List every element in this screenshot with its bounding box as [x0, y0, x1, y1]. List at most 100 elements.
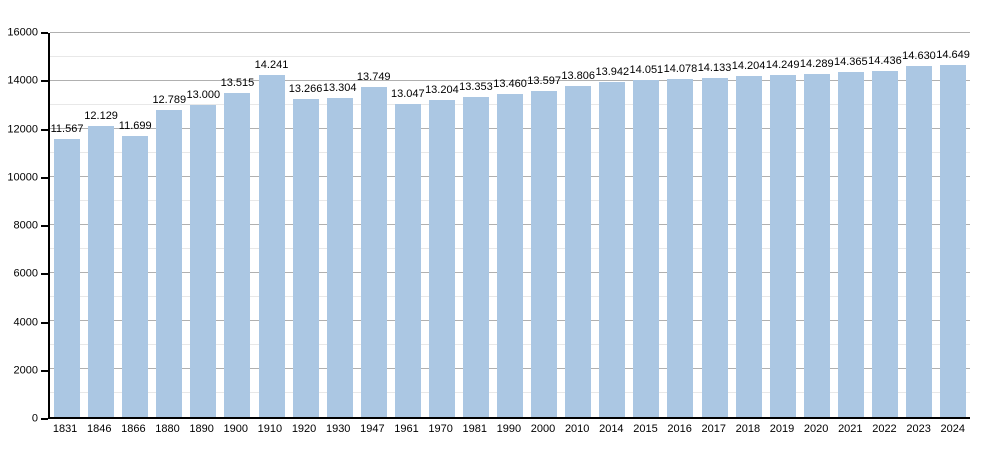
x-tick-label: 2000 — [530, 423, 556, 435]
y-tick-mark — [41, 369, 48, 372]
y-tick-mark — [41, 225, 48, 227]
bar-value-label: 13.749 — [356, 71, 391, 84]
bar-slot: 14.133 — [697, 33, 731, 417]
bar-slot: 14.241 — [254, 33, 288, 417]
bar — [769, 75, 796, 417]
x-tick-label: 1831 — [52, 423, 78, 435]
bar — [633, 79, 660, 417]
bar — [326, 97, 353, 417]
x-tick-label: 1880 — [155, 423, 180, 435]
bar-value-label: 14.204 — [731, 60, 766, 73]
x-tick-label: 1900 — [223, 423, 249, 435]
y-tick-label: 12000 — [7, 123, 38, 135]
y-tick-label: 10000 — [7, 171, 38, 184]
y-tick-label: 0 — [31, 412, 38, 425]
bar-value-label: 14.630 — [902, 49, 936, 62]
x-tick-label: 2022 — [872, 423, 897, 435]
y-tick-label: 16000 — [7, 26, 38, 39]
bar-slot: 14.289 — [800, 33, 834, 417]
bar-slot: 11.699 — [118, 33, 152, 417]
y-tick-mark — [41, 80, 48, 83]
y-tick-label: 2000 — [13, 364, 38, 377]
bar — [735, 76, 762, 417]
bar — [258, 75, 285, 417]
gridline — [50, 32, 970, 33]
bar-value-label: 13.204 — [425, 84, 459, 97]
bar — [428, 100, 455, 417]
bars-row: 11.567 12.129 11.699 12.789 13.000 13.515 14.2… — [50, 33, 970, 417]
x-tick-label: 1920 — [291, 423, 317, 435]
x-tick-label: 2015 — [633, 423, 658, 435]
bar-value-label: 13.460 — [493, 77, 527, 90]
bar-slot: 13.266 — [289, 33, 323, 417]
x-tick-label: 2021 — [838, 423, 863, 435]
gridline — [50, 56, 970, 57]
bar-value-label: 12.789 — [152, 94, 187, 107]
y-tick-label: 8000 — [13, 219, 38, 232]
bar-value-label: 12.129 — [84, 109, 118, 122]
bar-value-label: 14.249 — [765, 59, 800, 72]
bar-value-label: 14.051 — [629, 63, 664, 76]
bar-value-label: 14.649 — [936, 49, 970, 62]
bar-slot: 13.353 — [459, 33, 493, 417]
x-tick-label: 2017 — [701, 423, 726, 435]
gridline — [50, 80, 970, 81]
bar-value-label: 14.289 — [799, 58, 834, 71]
x-tick-label: 2010 — [564, 423, 590, 435]
x-tick-label: 2016 — [667, 423, 692, 435]
bar — [292, 98, 319, 417]
x-tick-label: 1866 — [121, 423, 146, 435]
bar-value-label: 13.942 — [595, 66, 630, 79]
x-tick-label: 1947 — [360, 423, 385, 435]
bar-slot: 14.436 — [868, 33, 902, 417]
x-tick-label: 2014 — [599, 423, 624, 435]
bar — [905, 65, 932, 417]
x-tick-label: 1910 — [257, 423, 283, 435]
y-tick-mark — [41, 32, 48, 34]
bar — [394, 103, 421, 417]
y-tick-mark — [41, 418, 48, 420]
bar — [667, 79, 694, 417]
x-tick-label: 1890 — [189, 423, 214, 435]
bar — [497, 93, 524, 417]
x-tick-label: 1846 — [86, 423, 112, 435]
bar-slot: 13.460 — [493, 33, 527, 417]
bar-slot: 14.204 — [732, 33, 766, 417]
bar — [871, 70, 898, 417]
bar-value-label: 13.266 — [288, 82, 323, 95]
bar-slot: 12.129 — [84, 33, 118, 417]
y-tick-mark — [41, 321, 48, 324]
bar-value-label: 11.567 — [50, 123, 84, 136]
x-tick-label: 2023 — [906, 423, 931, 435]
x-tick-label: 1970 — [428, 423, 453, 435]
bar-value-label: 13.515 — [220, 76, 255, 89]
bar-slot: 13.942 — [595, 33, 629, 417]
bar — [599, 82, 626, 417]
plot-area: 11.567 12.129 11.699 12.789 13.000 13.515 14.2… — [48, 32, 970, 419]
bar — [190, 105, 217, 417]
bar-value-label: 13.304 — [322, 81, 357, 94]
bar-value-label: 14.436 — [868, 54, 902, 67]
y-axis: 0 2000 4000 6000 8000 10000 12000 14000 16000 — [0, 27, 48, 424]
bar-slot: 13.047 — [391, 33, 425, 417]
bar-slot: 12.789 — [152, 33, 186, 417]
y-tick-label: 6000 — [13, 267, 38, 280]
bar-slot: 13.000 — [186, 33, 220, 417]
y-tick-mark — [41, 128, 48, 131]
bar — [803, 74, 830, 417]
bar-value-label: 11.699 — [118, 120, 152, 133]
bar-slot: 14.249 — [766, 33, 800, 417]
bar — [940, 65, 967, 417]
y-tick-mark — [41, 176, 48, 179]
x-axis: 1831 1846 1866 1880 1890 1900 1910 1920 1930 1947… — [48, 423, 970, 435]
bar-value-label: 14.133 — [697, 61, 732, 74]
bar — [462, 96, 489, 417]
bar-value-label: 13.000 — [186, 89, 221, 101]
bar — [701, 77, 728, 417]
bar — [565, 85, 592, 417]
bar-slot: 13.304 — [323, 33, 357, 417]
bar-value-label: 14.365 — [834, 56, 868, 69]
x-tick-label: 2024 — [940, 423, 965, 435]
bar-slot: 13.806 — [561, 33, 595, 417]
bar — [88, 125, 115, 417]
